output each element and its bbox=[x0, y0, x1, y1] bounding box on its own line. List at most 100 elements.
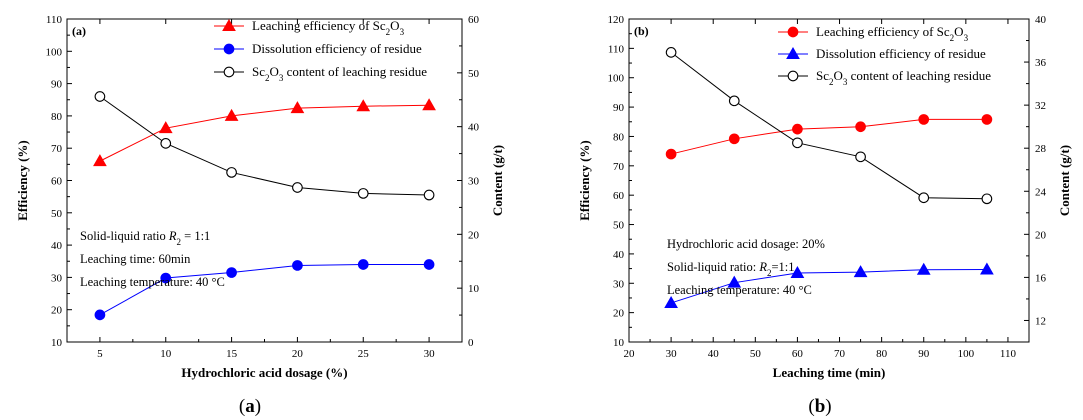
data-point bbox=[224, 108, 239, 121]
x-tick-label: 40 bbox=[708, 348, 720, 360]
data-point bbox=[792, 123, 803, 135]
legend-text-part: O bbox=[270, 64, 279, 79]
legend-text-part: Dissolution efficiency of residue bbox=[252, 41, 422, 56]
series-1 bbox=[93, 98, 436, 167]
y2-tick-label: 32 bbox=[1035, 100, 1046, 112]
series-line bbox=[99, 263, 430, 316]
y2-tick-label: 36 bbox=[1035, 57, 1047, 69]
legend-text-part: O bbox=[390, 18, 399, 33]
legend-subscript: 3 bbox=[843, 77, 848, 87]
data-point bbox=[423, 259, 435, 270]
data-point bbox=[665, 148, 677, 160]
y2-axis-label: Content (g/t) bbox=[1057, 145, 1072, 216]
y-tick-label: 100 bbox=[608, 73, 625, 85]
series-line bbox=[670, 118, 987, 155]
data-point bbox=[981, 114, 993, 125]
y-tick-label: 110 bbox=[608, 43, 625, 55]
y-tick-label: 60 bbox=[613, 190, 625, 202]
legend: Leaching efficiency of Sc2O3 Dissolution … bbox=[778, 24, 991, 87]
data-point bbox=[790, 265, 805, 278]
caption-part: ( bbox=[808, 396, 814, 417]
panel-tag: (b) bbox=[634, 24, 649, 38]
y-tick-label: 110 bbox=[46, 14, 63, 26]
x-tick-label: 90 bbox=[918, 348, 930, 360]
x-tick-label: 60 bbox=[792, 348, 804, 360]
y-tick-label: 10 bbox=[51, 337, 63, 349]
data-point bbox=[918, 192, 930, 204]
y2-tick-label: 24 bbox=[1035, 186, 1047, 198]
annotation-part: Solid-liquid ratio: bbox=[667, 260, 759, 274]
legend-subscript: 3 bbox=[400, 27, 405, 37]
y-axis-label: Efficiency (%) bbox=[15, 140, 30, 221]
series-3 bbox=[665, 47, 993, 205]
legend-text-part: Dissolution efficiency of residue bbox=[816, 46, 986, 61]
annotation-line: Leaching time: 60min bbox=[80, 252, 191, 266]
x-axis-label: Hydrochloric acid dosage (%) bbox=[181, 365, 347, 380]
x-tick-label: 10 bbox=[160, 348, 172, 360]
data-point bbox=[423, 189, 435, 201]
data-point bbox=[226, 167, 237, 178]
x-tick-label: 20 bbox=[292, 348, 304, 360]
annotation-part: Leaching temperature: 40 °C bbox=[80, 275, 225, 289]
series-line bbox=[670, 268, 987, 304]
data-point bbox=[160, 138, 172, 149]
legend-subscript: 2 bbox=[950, 33, 955, 43]
y2-tick-label: 20 bbox=[1035, 229, 1047, 241]
data-point bbox=[728, 133, 740, 145]
y2-tick-label: 10 bbox=[468, 283, 480, 295]
data-point bbox=[357, 259, 369, 270]
y-tick-label: 40 bbox=[51, 240, 63, 252]
data-point bbox=[853, 265, 868, 278]
annotation-line: Leaching temperature: 40 °C bbox=[667, 283, 812, 297]
y2-tick-label: 50 bbox=[468, 68, 480, 80]
x-tick-label: 25 bbox=[358, 348, 370, 360]
annotation-notes: Hydrochloric acid dosage: 20% Solid-liqui… bbox=[667, 237, 825, 297]
annotation-subscript: 2 bbox=[767, 268, 772, 278]
legend-marker bbox=[787, 70, 799, 82]
annotation-line: Solid-liquid ratio R2 = 1:1 bbox=[80, 229, 210, 247]
y2-axis-label: Content (g/t) bbox=[490, 145, 505, 216]
data-point bbox=[226, 267, 237, 278]
data-point bbox=[727, 275, 742, 288]
y-tick-label: 40 bbox=[613, 249, 625, 261]
legend-entry: Dissolution efficiency of residue bbox=[816, 46, 986, 61]
series-2 bbox=[94, 259, 435, 321]
annotation-line: Leaching temperature: 40 °C bbox=[80, 275, 225, 289]
caption-letter: b bbox=[815, 396, 826, 417]
annotation-notes: Solid-liquid ratio R2 = 1:1 Leaching time… bbox=[80, 229, 225, 289]
data-point bbox=[357, 188, 369, 199]
legend-text-part: O bbox=[954, 24, 963, 39]
annotation-part: =1:1 bbox=[772, 260, 795, 274]
annotation-subscript: 2 bbox=[177, 237, 182, 247]
legend-subscript: 2 bbox=[386, 27, 391, 37]
x-tick-label: 5 bbox=[97, 348, 103, 360]
data-point bbox=[792, 137, 803, 149]
chart-panel-a: 5 10 15 20 25 30 10 20 30 40 50 60 70 80 90 100 110 0 10 20… bbox=[15, 14, 505, 380]
series-2 bbox=[664, 262, 994, 308]
legend-entry: Leaching efficiency of Sc2O3 bbox=[816, 24, 969, 43]
annotation-line: Solid-liquid ratio: R2=1:1 bbox=[667, 260, 795, 278]
y-tick-label: 80 bbox=[51, 111, 63, 123]
annotation-part: Leaching temperature: 40 °C bbox=[667, 283, 812, 297]
legend-entry: Dissolution efficiency of residue bbox=[252, 41, 422, 56]
data-point bbox=[728, 95, 740, 107]
legend-entry: Sc2O3 content of leaching residue bbox=[252, 64, 427, 83]
annotation-part: Hydrochloric acid dosage: 20% bbox=[667, 237, 825, 251]
y-tick-label: 120 bbox=[608, 14, 625, 26]
data-point bbox=[855, 121, 866, 133]
data-point bbox=[160, 272, 172, 284]
y-tick-label: 90 bbox=[613, 102, 625, 114]
series-3 bbox=[94, 91, 435, 201]
legend-subscript: 3 bbox=[964, 33, 969, 43]
data-point bbox=[292, 260, 303, 271]
legend-text-part: content of leaching residue bbox=[847, 68, 991, 83]
y2-tick-label: 12 bbox=[1035, 315, 1046, 327]
legend-text-part: O bbox=[834, 68, 843, 83]
x-tick-label: 30 bbox=[666, 348, 678, 360]
chart-panel-b: 20 30 40 50 60 70 80 90 100 110102030405060708090… bbox=[577, 14, 1072, 380]
data-point bbox=[918, 114, 930, 125]
legend-marker bbox=[787, 26, 799, 38]
caption-part: ) bbox=[825, 396, 831, 417]
annotation-italic: R bbox=[758, 260, 767, 274]
